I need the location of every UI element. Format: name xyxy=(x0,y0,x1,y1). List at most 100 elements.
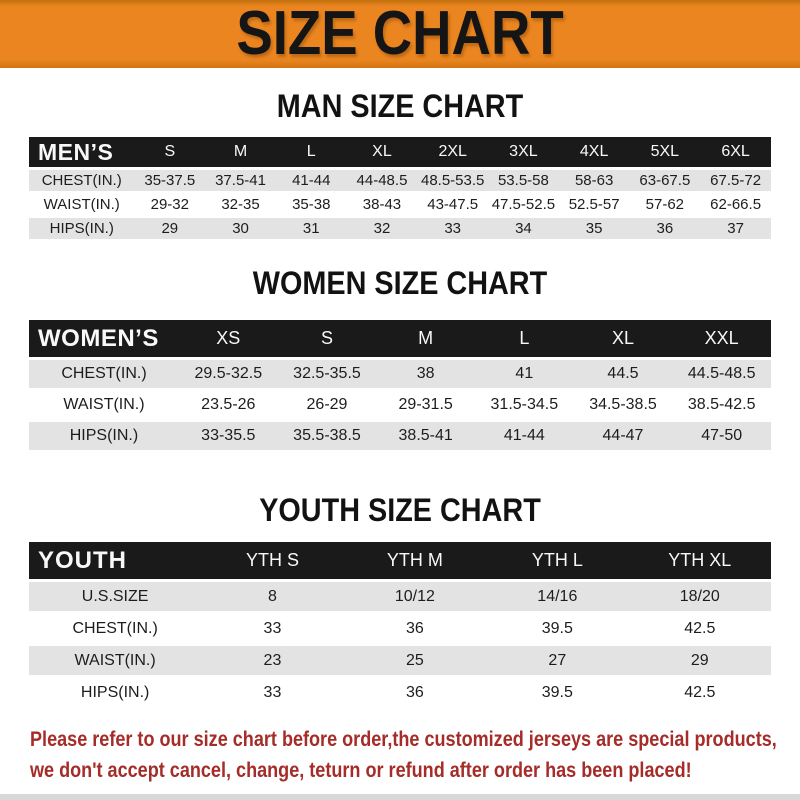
size-value: 33 xyxy=(201,614,344,646)
size-value: 32 xyxy=(346,218,418,242)
row-label: CHEST(IN.) xyxy=(29,170,135,194)
size-value: 29-32 xyxy=(134,194,206,218)
size-table-header-row: MEN’S S M L XL 2XL 3XL 4XL 5XL 6XL xyxy=(29,137,771,170)
size-column-header: YTH XL xyxy=(628,542,771,582)
measurement-row: HIPS(IN.) 29 30 31 32 33 34 35 36 37 xyxy=(29,218,771,242)
size-column-header: 5XL xyxy=(629,137,701,170)
size-value: 32.5-35.5 xyxy=(277,360,377,391)
size-value: 8 xyxy=(201,582,344,614)
size-value: 29.5-32.5 xyxy=(178,360,278,391)
footer-note: Please refer to our size chart before or… xyxy=(30,724,800,786)
footer-line-2: we don't accept cancel, change, teturn o… xyxy=(30,759,692,782)
measurement-row: CHEST(IN.) 29.5-32.5 32.5-35.5 38 41 44.5 44.5… xyxy=(29,360,771,391)
size-value: 25 xyxy=(343,646,487,678)
measurement-row: HIPS(IN.) 33-35.5 35.5-38.5 38.5-41 41-44 44-… xyxy=(29,422,771,453)
size-column-header: 3XL xyxy=(488,137,559,170)
size-value: 39.5 xyxy=(486,678,629,710)
size-value: 53.5-58 xyxy=(488,170,559,194)
size-column-header: YTH L xyxy=(486,542,629,582)
size-value: 23.5-26 xyxy=(178,391,278,422)
size-value: 23 xyxy=(201,646,344,678)
size-column-header: M xyxy=(205,137,276,170)
size-value: 41-44 xyxy=(275,170,347,194)
size-column-header: XXL xyxy=(672,320,771,360)
size-value: 44.5 xyxy=(573,360,673,391)
measurement-row: WAIST(IN.) 23.5-26 26-29 29-31.5 31.5-34.5 34… xyxy=(29,391,771,422)
measurement-row: WAIST(IN.) 29-32 32-35 35-38 38-43 43-47.5 47.… xyxy=(29,194,771,218)
size-value: 44-48.5 xyxy=(346,170,418,194)
measurement-row: U.S.SIZE 8 10/12 14/16 18/20 xyxy=(29,582,771,614)
section-youth: YOUTH SIZE CHART YOUTH YTH S YTH M YTH L YTH… xyxy=(0,493,800,710)
size-value: 32-35 xyxy=(205,194,276,218)
banner-title: SIZE CHART xyxy=(236,0,564,68)
size-value: 38 xyxy=(376,360,475,391)
women-size-table: WOMEN’S XS S M L XL XXL CHEST(IN.) 29.5-32.5 32.5… xyxy=(29,320,771,453)
size-value: 34 xyxy=(488,218,559,242)
table-category-header: YOUTH xyxy=(29,542,202,582)
size-value: 33 xyxy=(201,678,344,710)
size-column-header: 4XL xyxy=(558,137,630,170)
size-column-header: 2XL xyxy=(417,137,489,170)
table-category-header: MEN’S xyxy=(29,137,135,170)
size-value: 38.5-41 xyxy=(376,422,475,453)
size-value: 38-43 xyxy=(346,194,418,218)
size-value: 36 xyxy=(343,678,487,710)
size-value: 39.5 xyxy=(486,614,629,646)
section-women: WOMEN SIZE CHART WOMEN’S XS S M L XL XXL CHEST(… xyxy=(0,266,800,453)
section-men: MAN SIZE CHART MEN’S S M L XL 2XL 3XL 4XL 5XL 6XL… xyxy=(0,89,800,242)
size-column-header: S xyxy=(277,320,377,360)
men-size-table: MEN’S S M L XL 2XL 3XL 4XL 5XL 6XL CHEST(IN.) 35-37… xyxy=(29,137,771,242)
footer-line-1: Please refer to our size chart before or… xyxy=(30,728,777,751)
size-column-header: XS xyxy=(178,320,278,360)
size-value: 38.5-42.5 xyxy=(672,391,771,422)
size-value: 52.5-57 xyxy=(558,194,630,218)
size-value: 27 xyxy=(486,646,629,678)
size-value: 37.5-41 xyxy=(205,170,276,194)
section-title-youth: YOUTH SIZE CHART xyxy=(259,492,541,528)
section-title-men: MAN SIZE CHART xyxy=(276,88,524,124)
row-label: WAIST(IN.) xyxy=(29,194,135,218)
size-value: 31 xyxy=(275,218,347,242)
size-table-header-row: WOMEN’S XS S M L XL XXL xyxy=(29,320,771,360)
section-title-women: WOMEN SIZE CHART xyxy=(252,265,548,301)
size-column-header: YTH M xyxy=(343,542,487,582)
size-value: 42.5 xyxy=(628,678,771,710)
size-column-header: XL xyxy=(573,320,673,360)
size-column-header: YTH S xyxy=(201,542,344,582)
measurement-row: CHEST(IN.) 35-37.5 37.5-41 41-44 44-48.5 48.5… xyxy=(29,170,771,194)
measurement-row: HIPS(IN.) 33 36 39.5 42.5 xyxy=(29,678,771,710)
size-column-header: L xyxy=(474,320,574,360)
size-column-header: XL xyxy=(346,137,418,170)
row-label: CHEST(IN.) xyxy=(29,614,202,646)
size-value: 31.5-34.5 xyxy=(474,391,574,422)
size-value: 35-37.5 xyxy=(134,170,206,194)
size-value: 67.5-72 xyxy=(700,170,771,194)
size-value: 58-63 xyxy=(558,170,630,194)
row-label: CHEST(IN.) xyxy=(29,360,179,391)
size-value: 47.5-52.5 xyxy=(488,194,559,218)
size-value: 43-47.5 xyxy=(417,194,489,218)
size-value: 10/12 xyxy=(343,582,487,614)
size-value: 14/16 xyxy=(486,582,629,614)
size-value: 42.5 xyxy=(628,614,771,646)
measurement-row: WAIST(IN.) 23 25 27 29 xyxy=(29,646,771,678)
size-value: 26-29 xyxy=(277,391,377,422)
banner: SIZE CHART xyxy=(0,0,800,68)
size-value: 29 xyxy=(134,218,206,242)
row-label: HIPS(IN.) xyxy=(29,678,202,710)
size-value: 41 xyxy=(474,360,574,391)
size-value: 30 xyxy=(205,218,276,242)
size-column-header: S xyxy=(134,137,206,170)
size-value: 36 xyxy=(629,218,701,242)
row-label: WAIST(IN.) xyxy=(29,391,179,422)
size-column-header: L xyxy=(275,137,347,170)
size-value: 37 xyxy=(700,218,771,242)
row-label: HIPS(IN.) xyxy=(29,422,179,453)
size-column-header: M xyxy=(376,320,475,360)
table-category-header: WOMEN’S xyxy=(29,320,179,360)
size-value: 41-44 xyxy=(474,422,574,453)
size-value: 35-38 xyxy=(275,194,347,218)
size-value: 33-35.5 xyxy=(178,422,278,453)
size-value: 36 xyxy=(343,614,487,646)
bottom-edge-strip xyxy=(0,794,800,800)
